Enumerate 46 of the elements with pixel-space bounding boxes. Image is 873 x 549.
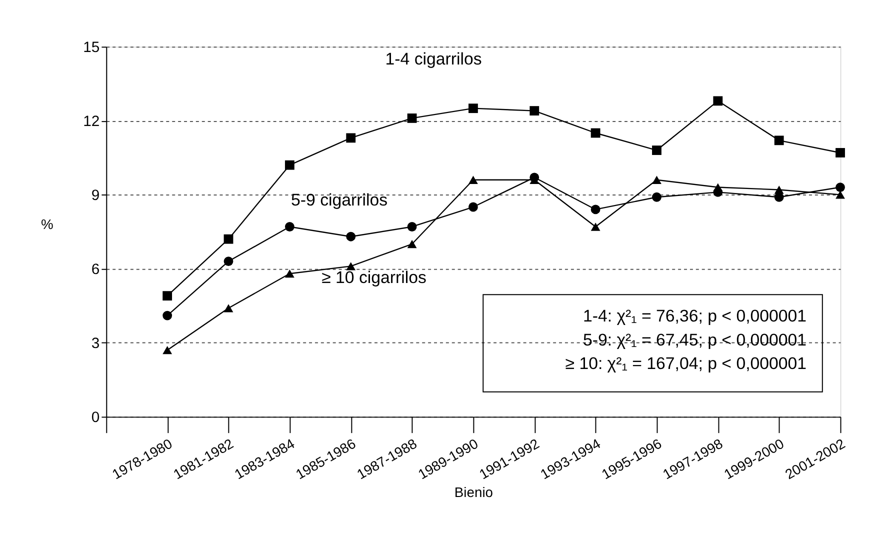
series-label: ≥ 10 cigarrilos <box>322 268 426 287</box>
point <box>468 176 478 184</box>
point <box>713 183 723 192</box>
point <box>346 133 356 143</box>
point <box>590 128 600 138</box>
point <box>774 136 784 146</box>
point <box>590 222 600 231</box>
point <box>590 204 600 214</box>
point <box>224 256 234 266</box>
point <box>468 202 478 212</box>
point <box>530 106 540 116</box>
y-tick-label: 9 <box>91 188 100 204</box>
point <box>407 222 417 232</box>
y-axis-title: % <box>40 216 54 232</box>
point <box>652 176 662 184</box>
y-tick-label: 6 <box>91 262 100 278</box>
annotation: 5-9: χ²₁ = 67,45; p < 0,000001 <box>582 330 807 350</box>
text: 1-4 cigarrilos <box>385 50 482 69</box>
point <box>284 222 294 232</box>
annotation: ≥ 10: χ²₁ = 167,04; p < 0,000001 <box>565 354 807 374</box>
point <box>774 186 784 194</box>
point <box>836 148 845 158</box>
point <box>713 96 723 106</box>
point <box>224 234 234 244</box>
point <box>162 291 172 301</box>
point <box>346 232 356 242</box>
point <box>407 113 417 123</box>
point <box>468 104 478 114</box>
point <box>652 192 662 202</box>
point <box>162 310 172 320</box>
point <box>652 146 662 155</box>
y-tick-label: 12 <box>83 114 100 130</box>
point <box>224 304 234 312</box>
x-axis-title: Bienio <box>454 484 494 500</box>
point <box>346 262 356 270</box>
point <box>284 160 294 170</box>
y-tick-label: 3 <box>91 336 100 352</box>
point <box>284 270 294 278</box>
y-tick-label: 15 <box>83 40 100 56</box>
point <box>836 190 845 199</box>
series-label: 5-9 cigarrilos <box>291 190 388 210</box>
point <box>407 240 417 248</box>
annotation: 1-4: χ²₁ = 76,36; p < 0,000001 <box>582 306 807 326</box>
point <box>162 346 172 354</box>
y-tick-label: 0 <box>91 410 100 426</box>
point <box>836 182 845 192</box>
